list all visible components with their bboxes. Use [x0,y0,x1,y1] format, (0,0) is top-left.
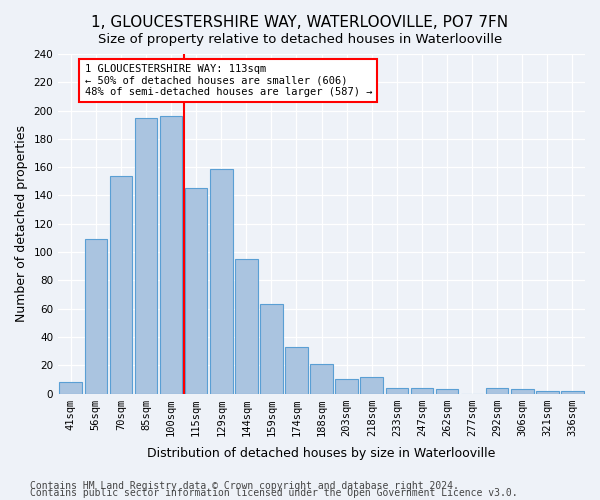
Bar [310,364,333,394]
Bar [285,347,308,394]
Bar [85,240,107,394]
Bar [386,388,408,394]
Bar [361,376,383,394]
Bar [185,188,208,394]
Bar [235,259,257,394]
Bar [486,388,508,394]
Bar [436,390,458,394]
Bar [260,304,283,394]
Text: Contains HM Land Registry data © Crown copyright and database right 2024.: Contains HM Land Registry data © Crown c… [30,481,459,491]
X-axis label: Distribution of detached houses by size in Waterlooville: Distribution of detached houses by size … [148,447,496,460]
Bar [511,390,533,394]
Bar [335,380,358,394]
Bar [110,176,132,394]
Bar [160,116,182,394]
Bar [134,118,157,394]
Bar [561,390,584,394]
Bar [410,388,433,394]
Text: 1, GLOUCESTERSHIRE WAY, WATERLOOVILLE, PO7 7FN: 1, GLOUCESTERSHIRE WAY, WATERLOOVILLE, P… [91,15,509,30]
Text: Size of property relative to detached houses in Waterlooville: Size of property relative to detached ho… [98,32,502,46]
Bar [59,382,82,394]
Text: Contains public sector information licensed under the Open Government Licence v3: Contains public sector information licen… [30,488,518,498]
Text: 1 GLOUCESTERSHIRE WAY: 113sqm
← 50% of detached houses are smaller (606)
48% of : 1 GLOUCESTERSHIRE WAY: 113sqm ← 50% of d… [85,64,372,97]
Bar [536,390,559,394]
Bar [210,168,233,394]
Y-axis label: Number of detached properties: Number of detached properties [15,126,28,322]
